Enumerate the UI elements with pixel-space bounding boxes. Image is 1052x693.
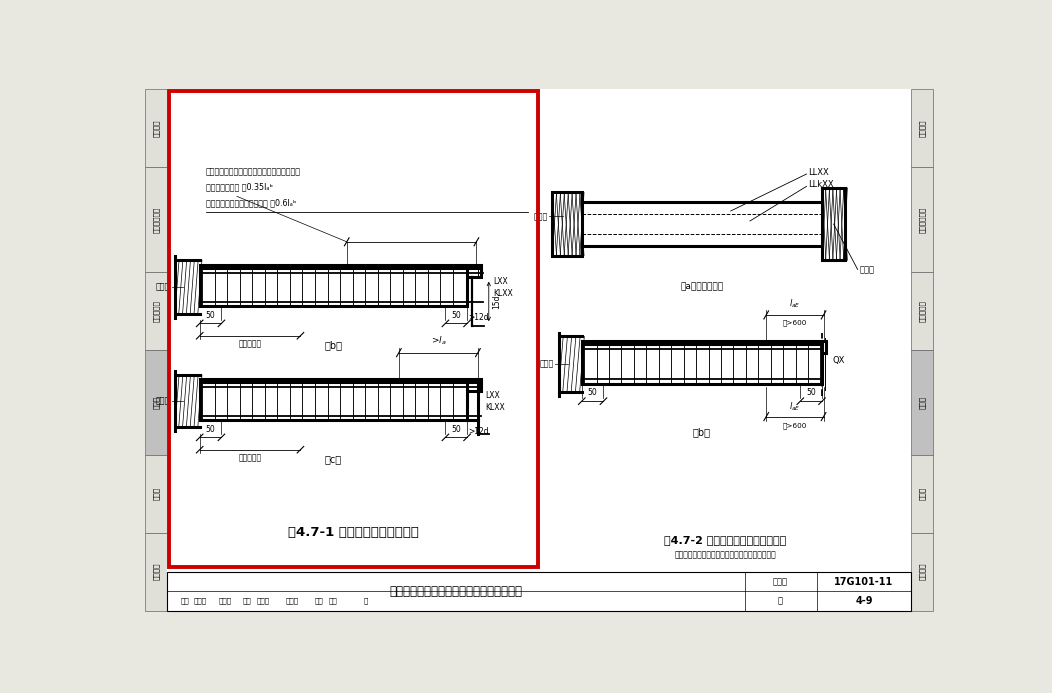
Bar	[145, 89, 167, 167]
Text: 设计按钰接时： ＞0.35lₐᵇ: 设计按钰接时： ＞0.35lₐᵇ	[206, 183, 272, 191]
Text: KLXX: KLXX	[493, 289, 513, 298]
Text: $l_{aE}$: $l_{aE}$	[789, 401, 801, 414]
Text: 页: 页	[778, 597, 783, 606]
Text: 基础构造: 基础构造	[918, 563, 926, 581]
Text: 校对: 校对	[243, 597, 251, 604]
Bar	[145, 350, 167, 455]
Bar	[167, 572, 911, 611]
Text: >$l_a$: >$l_a$	[430, 335, 446, 347]
Text: 4-9: 4-9	[855, 596, 872, 606]
Text: 基础构造: 基础构造	[153, 563, 160, 581]
Text: 且>600: 且>600	[783, 423, 807, 430]
Text: 嚘4.7-2 另一端与剑力墙平面内相连: 嚘4.7-2 另一端与剑力墙平面内相连	[664, 535, 786, 545]
Text: 剑力墙: 剑力墙	[859, 265, 874, 274]
Text: 框架柱: 框架柱	[533, 212, 548, 221]
Text: 页: 页	[363, 597, 367, 604]
Text: 柱和节点构造: 柱和节点构造	[918, 207, 926, 233]
Bar	[911, 272, 933, 350]
Text: QX: QX	[833, 356, 845, 365]
Bar	[552, 193, 582, 256]
Text: 王力: 王力	[328, 597, 337, 604]
Bar	[145, 455, 167, 533]
Bar	[200, 268, 467, 306]
Text: 50: 50	[451, 310, 461, 319]
Text: 15d: 15d	[492, 295, 501, 308]
Text: 图集号: 图集号	[773, 577, 788, 586]
Text: 设计: 设计	[315, 597, 323, 604]
Text: 梁构造: 梁构造	[918, 396, 926, 409]
Text: 50: 50	[806, 388, 816, 397]
Bar	[911, 533, 933, 611]
Bar	[822, 188, 845, 261]
Text: 箍筋加密区: 箍筋加密区	[239, 340, 262, 349]
Bar	[145, 533, 167, 611]
Bar	[145, 272, 167, 350]
Bar	[168, 91, 538, 567]
Text: 王主泽: 王主泽	[286, 597, 299, 604]
Text: 框架梁有一端支座为非框架柱时的配箋构造: 框架梁有一端支座为非框架柱时的配箋构造	[389, 585, 523, 598]
Text: 核查者: 核查者	[219, 597, 231, 604]
Text: （a）平面布置图: （a）平面布置图	[681, 282, 724, 291]
Text: 剑力墙构造: 剑力墙构造	[918, 300, 926, 322]
Text: 50: 50	[206, 425, 216, 434]
Text: LLkXX: LLkXX	[808, 180, 833, 189]
Text: LXX: LXX	[486, 391, 501, 399]
Text: 陈雪光: 陈雪光	[194, 597, 206, 604]
Text: 剑力墙构造: 剑力墙构造	[153, 300, 160, 322]
Text: 高志强: 高志强	[257, 597, 270, 604]
Text: （b）: （b）	[693, 427, 711, 437]
Text: （箍箋的设置应按施工图设计文件中的标注施工）: （箍箋的设置应按施工图设计文件中的标注施工）	[674, 551, 776, 560]
Text: 一般构造: 一般构造	[153, 119, 160, 137]
Bar	[200, 382, 467, 421]
Text: 充分利用锂箋的抗拉强度时： ＞0.6lₐᵇ: 充分利用锂箋的抗拉强度时： ＞0.6lₐᵇ	[206, 198, 297, 207]
Text: LXX: LXX	[493, 277, 508, 286]
Bar	[200, 379, 481, 391]
Text: 框架柱: 框架柱	[156, 283, 170, 292]
Bar	[911, 455, 933, 533]
Text: （c）: （c）	[325, 454, 342, 464]
Text: 50: 50	[451, 425, 461, 434]
Text: 审核: 审核	[181, 597, 189, 604]
Bar	[200, 265, 481, 277]
Text: >12d: >12d	[468, 427, 489, 436]
Text: 50: 50	[588, 388, 598, 397]
Text: 梁构造: 梁构造	[153, 396, 160, 409]
Text: 且>600: 且>600	[783, 319, 807, 326]
Text: 伸至支座对边最外侧纵向锂箋内侧后向下弯折: 伸至支座对边最外侧纵向锂箋内侧后向下弯折	[206, 167, 301, 176]
Text: KLXX: KLXX	[486, 403, 505, 412]
Text: >12d: >12d	[468, 313, 489, 322]
Bar	[582, 344, 822, 384]
Text: 一般构造: 一般构造	[918, 119, 926, 137]
Text: 框架柱: 框架柱	[156, 396, 170, 405]
Bar	[145, 167, 167, 272]
Text: 17G101-11: 17G101-11	[834, 577, 893, 587]
Bar	[582, 341, 826, 353]
Text: 板构造: 板构造	[153, 487, 160, 500]
Text: $l_{aE}$: $l_{aE}$	[789, 298, 801, 310]
Text: 嚘4.7-1 另一端为梁时构造做法: 嚘4.7-1 另一端为梁时构造做法	[287, 525, 419, 538]
Bar	[911, 167, 933, 272]
Text: （b）: （b）	[324, 340, 342, 350]
Bar	[911, 89, 933, 167]
Bar	[911, 350, 933, 455]
Text: 箍筋加密区: 箍筋加密区	[239, 453, 262, 462]
Text: 框架柱: 框架柱	[540, 360, 553, 369]
Text: 50: 50	[206, 310, 216, 319]
Text: LLXX: LLXX	[808, 168, 829, 177]
Text: 柱和节点构造: 柱和节点构造	[153, 207, 160, 233]
Text: 板构造: 板构造	[918, 487, 926, 500]
